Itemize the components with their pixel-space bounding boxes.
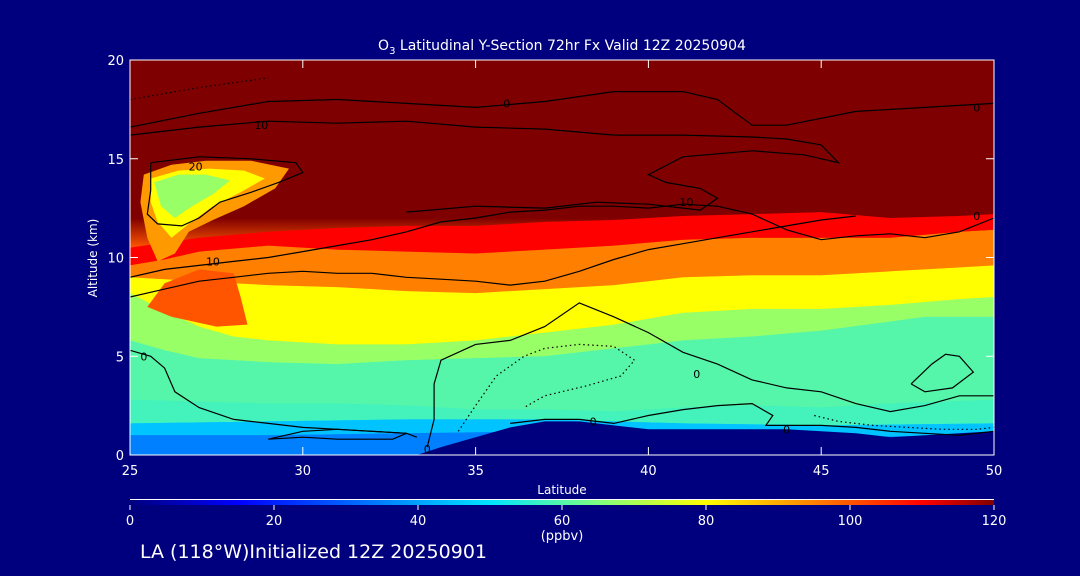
colorbar-tick-label: 120 [982, 514, 1007, 529]
y-tick-label: 20 [107, 54, 124, 69]
lower-left-orange-pocket [147, 269, 248, 327]
x-tick-label: 40 [640, 464, 657, 479]
colorbar-unit-label: (ppbv) [541, 529, 584, 544]
colorbar: 0 20 40 60 80 100 120 (ppbv) [126, 499, 1007, 544]
x-tick-label: 35 [467, 464, 484, 479]
contour-label: 0 [973, 101, 980, 114]
ozone-band-orange [130, 229, 994, 294]
contour-label: 0 [424, 443, 431, 456]
chart-title: O3 Latitudinal Y-Section 72hr Fx Valid 1… [378, 38, 746, 57]
x-tick-label: 30 [295, 464, 312, 479]
contour-label: 10 [254, 119, 268, 132]
x-axis-label: Latitude [537, 483, 586, 497]
y-tick-label: 0 [116, 449, 124, 464]
low-altitude-cyan-zone [130, 316, 994, 412]
x-tick-label: 25 [122, 464, 139, 479]
colorbar-tick-label: 20 [266, 514, 283, 529]
y-axis-label: Altitude (km) [86, 219, 100, 298]
ozone-band-yellow [130, 265, 994, 345]
upper-left-plume-green [154, 174, 231, 218]
contour-label: 0 [503, 97, 510, 110]
x-tick-label: 45 [813, 464, 830, 479]
initialization-footer: LA (118°W)Initialized 12Z 20250901 [140, 541, 487, 563]
y-tick-label: 10 [107, 252, 124, 267]
contour-lines [130, 77, 994, 448]
contour-0-low-right [510, 402, 994, 436]
axes: 25 30 35 40 45 50 0 5 10 15 20 [107, 54, 1002, 479]
plot-area: 0 0 10 20 10 0 10 0 0 0 0 0 [130, 60, 994, 456]
contour-label: 0 [590, 415, 597, 428]
contour-neg-dotted-right [814, 414, 994, 430]
y-tick-label: 15 [107, 153, 124, 168]
colorbar-tick-label: 0 [126, 514, 134, 529]
contour-outer-upper [130, 215, 856, 298]
contour-20-left [146, 156, 304, 227]
colorbar-tick-label: 80 [698, 514, 715, 529]
colorbar-tick-label: 40 [410, 514, 427, 529]
filled-regions [130, 160, 994, 455]
contour-labels: 0 0 10 20 10 0 10 0 0 0 0 0 [140, 97, 980, 456]
colorbar-tick-label: 100 [838, 514, 863, 529]
y-tick-label: 5 [116, 350, 124, 365]
contour-label: 0 [693, 368, 700, 381]
ozone-band-light-green [130, 293, 994, 365]
colorbar-tick-label: 60 [554, 514, 571, 529]
contour-label: 0 [140, 350, 147, 363]
contour-label: 10 [206, 255, 220, 268]
contour-label: 20 [189, 161, 203, 174]
contour-10-mid [130, 203, 994, 278]
contour-10-upper [130, 120, 841, 213]
surface-mixing-green [130, 399, 994, 426]
contour-label: 0 [973, 210, 980, 223]
contour-0-right-lens [910, 353, 975, 393]
contour-0-top [130, 90, 994, 128]
colorbar-gradient [130, 500, 994, 505]
contour-0-mid-region [426, 302, 994, 448]
contour-label: 10 [679, 196, 693, 209]
terrain-mask [416, 421, 994, 455]
contour-0-small-lens [268, 428, 407, 440]
contour-label: 0 [783, 423, 790, 436]
colorbar-ticks: 0 20 40 60 80 100 120 [126, 505, 1007, 529]
x-tick-label: 50 [986, 464, 1003, 479]
